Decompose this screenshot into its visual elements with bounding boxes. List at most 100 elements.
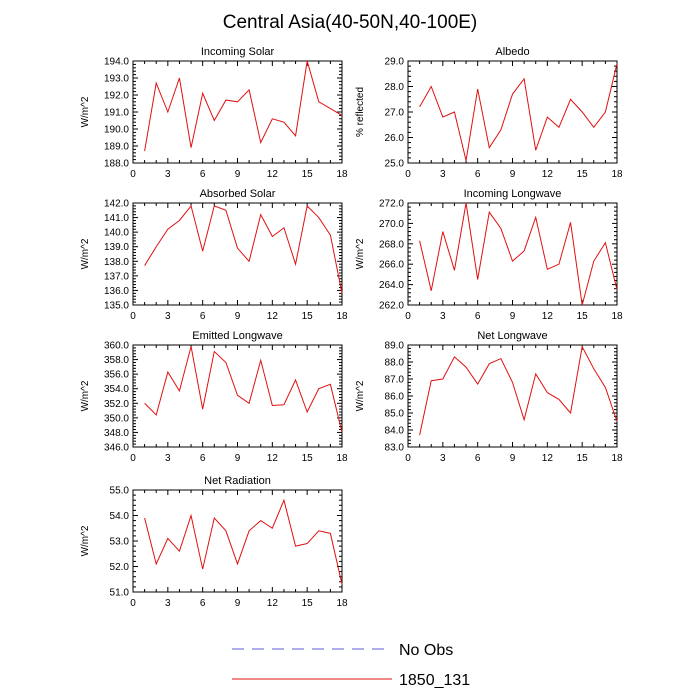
panel-title-emitted-longwave: Emitted Longwave: [192, 330, 283, 342]
y-tick-label: 194.0: [104, 57, 129, 68]
x-tick-label: 15: [577, 311, 589, 322]
panel-title-albedo: Albedo: [495, 46, 529, 58]
series-line-net-longwave: [419, 345, 618, 436]
x-tick-label: 18: [611, 311, 623, 322]
y-tick-label: 25.0: [385, 159, 405, 170]
y-tick-label: 27.0: [385, 108, 405, 119]
legend-entry-1850-131: 1850_131: [232, 672, 470, 689]
y-tick-label: 138.0: [104, 257, 129, 268]
y-tick-label: 191.0: [104, 108, 129, 119]
y-tick-label: 348.0: [104, 428, 129, 439]
series-line-emitted-longwave: [144, 346, 343, 433]
y-tick-label: 89.0: [385, 341, 405, 352]
x-tick-label: 15: [302, 598, 314, 609]
panel-absorbed-solar: Absorbed Solar 0 3 6 9 12 15 18 135.0 136.0 137.0 1…: [80, 188, 348, 322]
y-tick-label: 83.0: [385, 443, 405, 454]
x-tick-label: 6: [475, 311, 481, 322]
plot-frame: [407, 344, 618, 448]
plot-frame: [407, 60, 618, 164]
panels-container: Incoming Solar 0 3 6 9 12 15 18 188.0 189.0 190.0 1…: [80, 46, 623, 609]
x-tick-label: 15: [577, 453, 589, 464]
legend-label: No Obs: [399, 642, 453, 659]
y-tick-label: 350.0: [104, 413, 129, 424]
y-axis-label: W/m^2: [80, 96, 91, 127]
series-line-incoming-longwave: [419, 202, 618, 306]
legend: No Obs 1850_131: [232, 642, 470, 689]
x-tick-label: 3: [440, 311, 446, 322]
x-tick-label: 3: [165, 453, 171, 464]
panel-incoming-solar: Incoming Solar 0 3 6 9 12 15 18 188.0 189.0 190.0 1…: [80, 46, 348, 180]
x-tick-label: 3: [165, 598, 171, 609]
panel-title-incoming-longwave: Incoming Longwave: [464, 188, 562, 200]
legend-label: 1850_131: [399, 672, 470, 689]
y-tick-label: 360.0: [104, 341, 129, 352]
y-tick-label: 137.0: [104, 271, 129, 282]
x-tick-label: 15: [302, 169, 314, 180]
plot-frame: [132, 202, 343, 306]
panel-net-longwave: Net Longwave 0 3 6 9 12 15 18 83.0 84.0 85.0 86.0 87…: [355, 330, 623, 464]
y-tick-label: 140.0: [104, 228, 129, 239]
y-axis-label: W/m^2: [80, 238, 91, 269]
x-tick-label: 12: [267, 311, 279, 322]
x-tick-label: 6: [475, 453, 481, 464]
x-tick-label: 12: [267, 598, 279, 609]
y-tick-label: 88.0: [385, 358, 405, 369]
y-tick-label: 28.0: [385, 82, 405, 93]
x-tick-label: 15: [577, 169, 589, 180]
x-tick-label: 9: [235, 598, 241, 609]
x-tick-label: 6: [475, 169, 481, 180]
x-tick-label: 18: [336, 453, 348, 464]
x-tick-label: 9: [235, 311, 241, 322]
x-tick-label: 6: [200, 598, 206, 609]
panel-net-radiation: Net Radiation 0 3 6 9 12 15 18 51.0 52.0 53.0 54.0 5…: [80, 475, 348, 609]
x-tick-label: 18: [336, 311, 348, 322]
y-tick-label: 356.0: [104, 370, 129, 381]
x-tick-label: 3: [165, 311, 171, 322]
y-tick-label: 189.0: [104, 142, 129, 153]
x-tick-label: 0: [405, 169, 411, 180]
x-tick-label: 3: [165, 169, 171, 180]
y-tick-label: 29.0: [385, 57, 405, 68]
x-tick-label: 12: [267, 453, 279, 464]
x-tick-label: 12: [542, 169, 554, 180]
y-tick-label: 141.0: [104, 213, 129, 224]
y-axis-label: % reflected: [355, 87, 366, 137]
y-tick-label: 264.0: [379, 280, 404, 291]
y-axis-label: W/m^2: [355, 238, 366, 269]
plot-frame: [407, 202, 618, 306]
y-tick-label: 87.0: [385, 375, 405, 386]
plot-frame: [132, 344, 343, 448]
panel-title-absorbed-solar: Absorbed Solar: [200, 188, 276, 200]
y-tick-label: 53.0: [110, 537, 130, 548]
series-line-absorbed-solar: [144, 204, 343, 294]
y-tick-label: 136.0: [104, 286, 129, 297]
y-tick-label: 142.0: [104, 199, 129, 210]
y-tick-label: 54.0: [110, 511, 130, 522]
panel-albedo: Albedo 0 3 6 9 12 15 18 25.0 26.0 27.0 28.0 29.0 % re…: [355, 46, 623, 180]
plot-frame: [132, 489, 343, 593]
y-tick-label: 51.0: [110, 588, 130, 599]
x-tick-label: 0: [130, 453, 136, 464]
x-tick-label: 0: [405, 311, 411, 322]
legend-entry-no-obs: No Obs: [232, 642, 453, 659]
y-tick-label: 268.0: [379, 239, 404, 250]
y-tick-label: 190.0: [104, 125, 129, 136]
x-tick-label: 0: [405, 453, 411, 464]
y-tick-label: 352.0: [104, 399, 129, 410]
figure-title: Central Asia(40-50N,40-100E): [223, 12, 478, 33]
panel-title-net-longwave: Net Longwave: [477, 330, 547, 342]
x-tick-label: 12: [542, 311, 554, 322]
x-tick-label: 6: [200, 311, 206, 322]
series-line-incoming-solar: [144, 60, 343, 152]
x-tick-label: 18: [611, 453, 623, 464]
panel-emitted-longwave: Emitted Longwave 0 3 6 9 12 15 18 346.0 348.0 350.…: [80, 330, 348, 464]
x-tick-label: 15: [302, 453, 314, 464]
y-tick-label: 270.0: [379, 219, 404, 230]
y-tick-label: 188.0: [104, 159, 129, 170]
y-tick-label: 139.0: [104, 242, 129, 253]
y-tick-label: 266.0: [379, 260, 404, 271]
y-tick-label: 86.0: [385, 392, 405, 403]
x-tick-label: 9: [510, 453, 516, 464]
y-tick-label: 192.0: [104, 91, 129, 102]
